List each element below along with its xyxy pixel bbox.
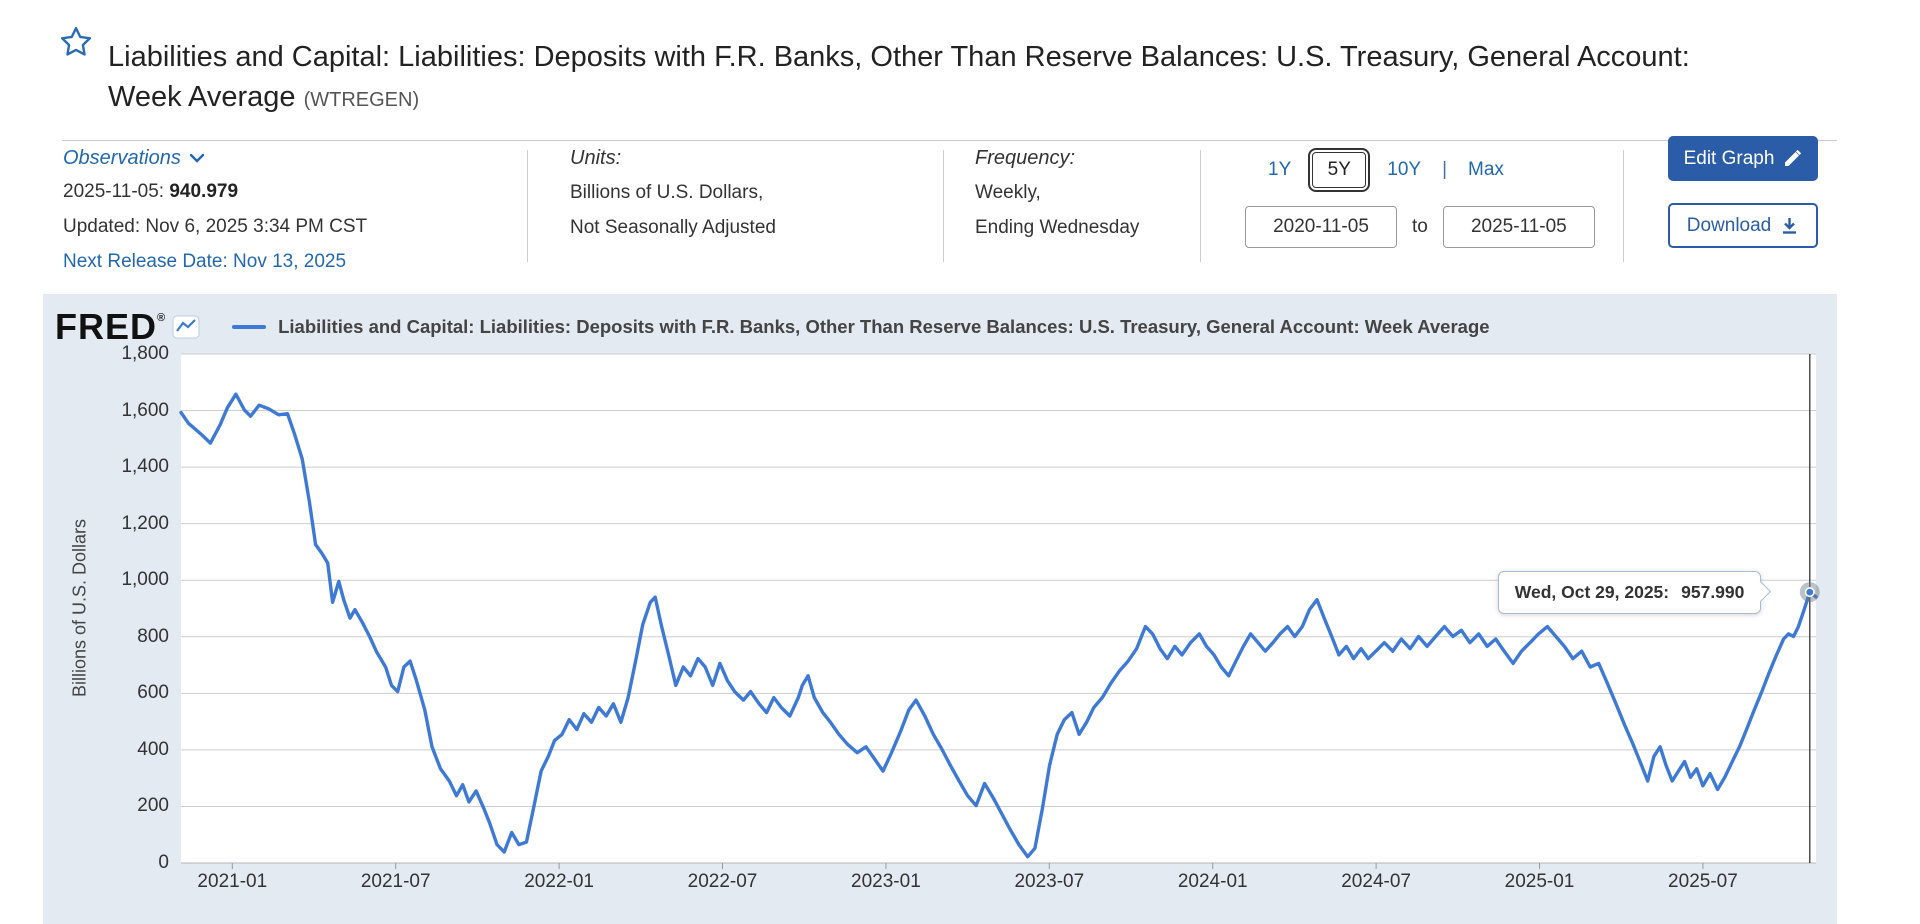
line-chart-svg[interactable] <box>179 353 1820 874</box>
units-label: Units: <box>570 147 622 169</box>
series-ticker: (WTREGEN) <box>303 89 420 112</box>
observations-label: Observations <box>63 147 181 169</box>
meta-divider-3 <box>1200 150 1201 262</box>
meta-divider-4 <box>1623 150 1624 262</box>
download-label: Download <box>1686 214 1772 236</box>
x-tick-label: 2024-01 <box>1177 871 1248 892</box>
x-tick-label: 2023-01 <box>851 871 921 892</box>
frequency-line2: Ending Wednesday <box>975 217 1140 238</box>
latest-observation: 2025-11-05: 940.979 <box>63 180 367 204</box>
latest-observation-value: 940.979 <box>169 181 239 202</box>
latest-observation-date: 2025-11-05: <box>63 181 165 202</box>
observations-block: Observations 2025-11-05: 940.979 Updated… <box>63 146 367 285</box>
range-max[interactable]: Max <box>1468 159 1504 180</box>
header-divider <box>62 140 1837 141</box>
y-tick-label: 400 <box>137 738 169 760</box>
date-range-controls: to <box>1245 206 1595 248</box>
observations-dropdown[interactable]: Observations <box>63 146 205 170</box>
x-tick-label: 2023-07 <box>1014 871 1085 892</box>
chart-topbar: FRED® Liabilities and Capital: Liabiliti… <box>55 306 1490 348</box>
y-tick-label: 600 <box>137 682 169 704</box>
units-line1: Billions of U.S. Dollars, <box>570 182 764 203</box>
edit-pencil-icon <box>1785 149 1802 166</box>
frequency-line1: Weekly, <box>975 182 1041 203</box>
x-tick-label: 2021-07 <box>360 871 431 892</box>
x-tick-label: 2022-07 <box>687 871 758 892</box>
edit-graph-button[interactable]: Edit Graph <box>1668 136 1818 181</box>
y-tick-label: 1,600 <box>121 399 169 421</box>
updated-timestamp: Updated: Nov 6, 2025 3:34 PM CST <box>63 216 368 237</box>
x-tick-label: 2024-07 <box>1341 871 1411 892</box>
range-5y-selected[interactable]: 5Y <box>1308 148 1371 192</box>
y-tick-label: 1,200 <box>121 512 169 534</box>
frequency-block: Frequency: Weekly, Ending Wednesday <box>975 146 1139 251</box>
units-line2: Not Seasonally Adjusted <box>570 217 776 238</box>
date-from-input[interactable] <box>1245 206 1397 248</box>
y-tick-label: 1,000 <box>121 569 169 591</box>
chevron-down-icon <box>189 153 205 163</box>
chart-legend: Liabilities and Capital: Liabilities: De… <box>232 316 1490 338</box>
range-10y[interactable]: 10Y <box>1387 159 1422 180</box>
edit-graph-label: Edit Graph <box>1683 147 1775 169</box>
x-tick-label: 2025-07 <box>1668 871 1738 892</box>
y-tick-label: 200 <box>137 795 169 817</box>
y-tick-label: 800 <box>137 625 169 647</box>
range-1y[interactable]: 1Y <box>1268 159 1292 180</box>
x-tick-label: 2022-01 <box>524 871 594 892</box>
date-to-input[interactable] <box>1442 206 1595 248</box>
tooltip-value: 957.990 <box>1681 581 1745 602</box>
series-title: Liabilities and Capital: Liabilities: De… <box>108 41 1690 114</box>
download-button[interactable]: Download <box>1668 203 1818 248</box>
x-tick-label: 2025-01 <box>1504 871 1575 892</box>
y-axis-title: Billions of U.S. Dollars <box>69 518 90 698</box>
range-selector: 1Y 5Y 10Y | Max <box>1268 148 1504 192</box>
units-block: Units: Billions of U.S. Dollars, Not Sea… <box>570 146 776 251</box>
meta-divider-1 <box>527 150 528 262</box>
y-tick-label: 1,400 <box>121 456 169 478</box>
favorite-star-icon[interactable] <box>60 26 92 62</box>
legend-label: Liabilities and Capital: Liabilities: De… <box>278 316 1490 337</box>
meta-divider-2 <box>943 150 944 262</box>
download-icon <box>1783 218 1797 234</box>
chart-area: FRED® Liabilities and Capital: Liabiliti… <box>43 294 1837 924</box>
range-separator: | <box>1442 159 1447 180</box>
fred-logo[interactable]: FRED® <box>55 306 166 348</box>
page-title: Liabilities and Capital: Liabilities: De… <box>108 37 1748 120</box>
x-tick-label: 2021-01 <box>197 871 268 892</box>
tooltip-date: Wed, Oct 29, 2025: <box>1514 581 1670 602</box>
fred-logo-text: FRED <box>55 306 157 347</box>
chart-tooltip: Wed, Oct 29, 2025: 957.990 <box>1497 570 1762 614</box>
date-to-label: to <box>1412 216 1428 237</box>
y-tick-label: 0 <box>158 852 169 873</box>
frequency-label: Frequency: <box>975 147 1076 169</box>
fred-chart-icon <box>172 315 200 339</box>
registered-mark: ® <box>157 312 167 324</box>
next-release-link[interactable]: Next Release Date: Nov 13, 2025 <box>63 251 347 272</box>
y-tick-label: 1,800 <box>121 343 169 364</box>
legend-line-swatch <box>232 325 267 329</box>
